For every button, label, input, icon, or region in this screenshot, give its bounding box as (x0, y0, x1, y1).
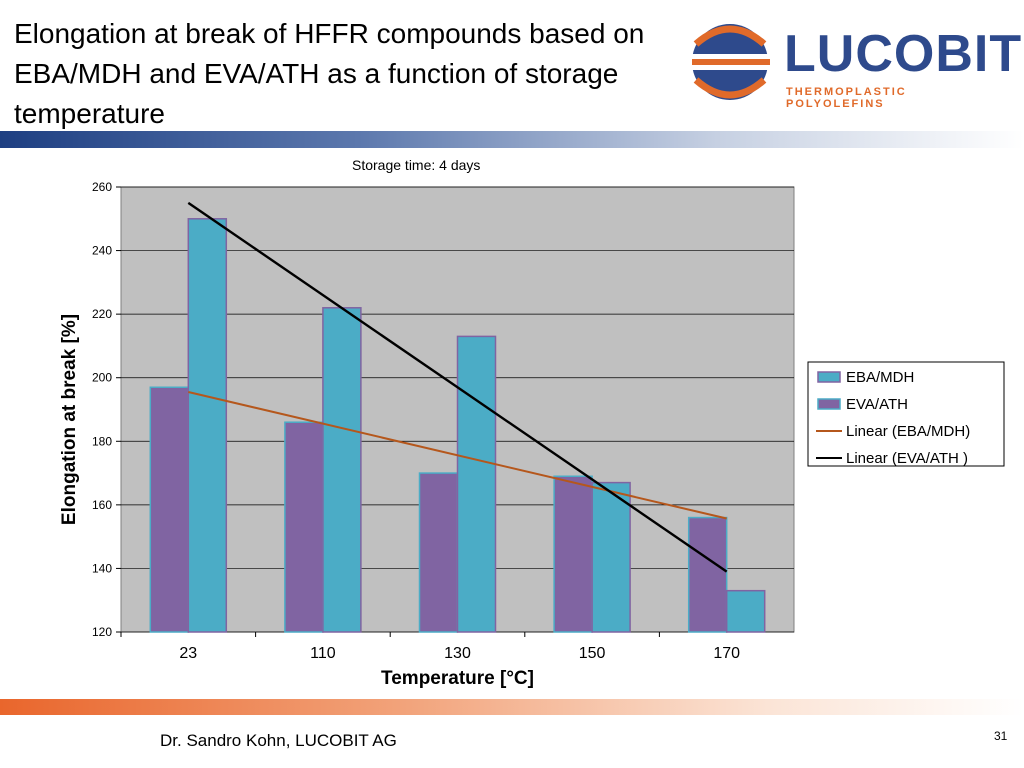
y-tick-label: 180 (92, 434, 112, 448)
y-tick-label: 160 (92, 498, 112, 512)
bar-evaath-130 (456, 335, 497, 633)
bar-evaath-170 (725, 589, 766, 633)
x-tick-label: 150 (579, 645, 606, 662)
y-tick-label: 260 (92, 180, 112, 194)
y-tick-label: 120 (92, 625, 112, 639)
legend-entry: EBA/MDH (846, 369, 914, 386)
header-gradient-bar (0, 131, 1024, 148)
legend-entry: Linear (EBA/MDH) (846, 423, 970, 440)
bar-ebamdh-23 (149, 386, 190, 633)
logo-wordmark: LUCOBIT (784, 25, 1023, 83)
footer-author: Dr. Sandro Kohn, LUCOBIT AG (160, 731, 397, 750)
y-tick-label: 140 (92, 561, 112, 575)
x-axis-title: Temperature [°C] (381, 668, 534, 689)
bar-evaath-23 (187, 218, 228, 633)
y-tick-label: 200 (92, 371, 112, 385)
logo-tagline: THERMOPLASTIC POLYOLEFINS (786, 86, 907, 110)
slide-title: Elongation at break of HFFR compounds ba… (14, 18, 645, 129)
logo-globe-icon (688, 24, 774, 100)
footer-gradient-bar (0, 699, 1024, 715)
chart-legend: EBA/MDH EVA/ATH Linear (EBA/MDH) Linear (EV… (807, 361, 1005, 467)
legend-swatch (817, 398, 841, 410)
legend-entry: Linear (EVA/ATH ) (846, 450, 968, 467)
axis-ticks: 120 140 160 180 200 220 240 260 23 110 130 150 170 (92, 180, 740, 662)
x-tick-label: 170 (713, 645, 740, 662)
legend-entry: EVA/ATH (846, 396, 908, 413)
trendline-eba-mdh (188, 391, 727, 520)
lucobit-logo: LUCOBIT THERMOPLASTIC POLYOLEFINS (688, 18, 1021, 110)
bar-ebamdh-150 (553, 475, 593, 633)
x-tick-label: 23 (179, 645, 197, 662)
legend-swatch (817, 371, 841, 383)
bar-ebamdh-170 (687, 516, 728, 633)
bar-evaath-110 (322, 307, 362, 633)
bar-ebamdh-110 (284, 421, 324, 633)
bar-ebamdh-130 (418, 472, 459, 633)
chart-subtitle: Storage time: 4 days (352, 157, 481, 173)
bar-evaath-150 (591, 481, 631, 633)
y-tick-label: 240 (92, 244, 112, 258)
x-tick-label: 130 (444, 645, 471, 662)
x-tick-label: 110 (310, 645, 336, 662)
y-tick-label: 220 (92, 307, 112, 321)
y-axis-title: Elongation at break [%] (59, 314, 80, 525)
elongation-bar-chart: 120 140 160 180 200 220 240 260 23 110 130 150 170 T… (59, 180, 1005, 689)
trendline-eva-ath (187, 201, 728, 573)
page-number: 31 (994, 729, 1008, 743)
trend-lines (187, 201, 728, 573)
bars (149, 218, 766, 633)
